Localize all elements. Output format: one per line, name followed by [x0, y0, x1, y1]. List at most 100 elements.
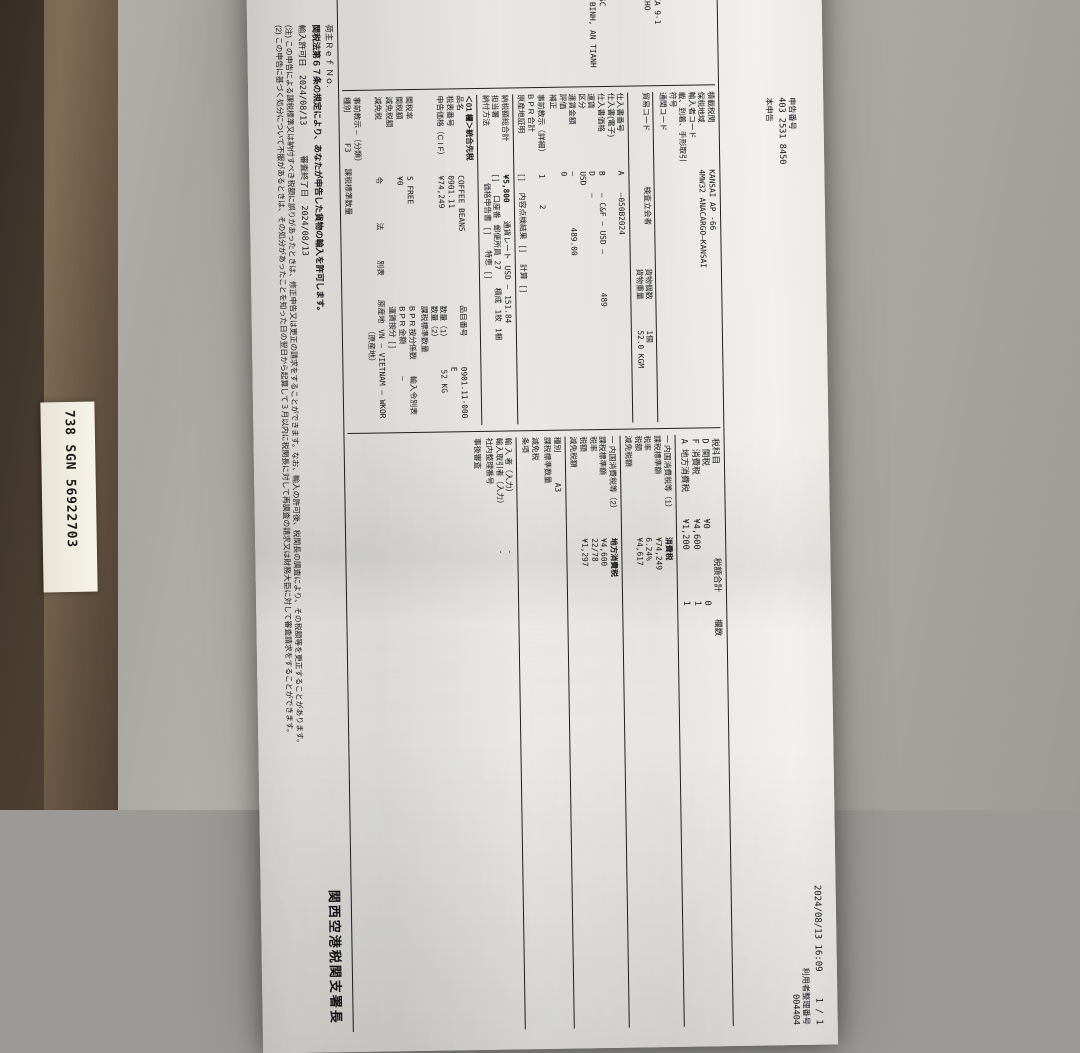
ctax2-base-value: ¥4,600	[599, 537, 609, 567]
origin-value: VN – VIETNAM – WKOR	[376, 329, 388, 419]
bpr-total-label: B P R 合計	[526, 94, 536, 133]
invoice-price-amount: 489	[599, 292, 609, 307]
payment-method-label: 納付方法	[480, 94, 491, 127]
ctax2-base-label: 課税標準額	[597, 435, 608, 476]
ctax2-amount-value: ¥1,297	[580, 538, 590, 567]
price-decl-label: 価格申告書	[482, 182, 492, 222]
import-schedule-label: 輸入令別表	[408, 375, 418, 416]
importer-input-label: 輸 入 者（入力）	[504, 437, 514, 497]
invoice-kubun-label: 区分	[577, 93, 587, 109]
permit-date-label: 輸入許可日	[296, 24, 308, 67]
importer-name-3: 552 N3 ST, TIANH BINH, AN TIANH	[586, 0, 598, 80]
inspection-witness-label: 検査立会者	[642, 186, 653, 226]
bumon-value: 66	[773, 0, 785, 87]
tax-row-0-amount: ¥0	[701, 518, 712, 529]
tax-grand-total-label: 納税額総合計	[499, 94, 510, 142]
freight-amount-label: 運賃金額	[567, 93, 577, 125]
tariff-no-value: 0901.11	[446, 175, 456, 209]
tax-column: 税科目 税額合計 欄数 D 関税 ¥0 0 F 消費税	[347, 428, 730, 1032]
bpr-coeff-label: B P R 按分係数	[407, 305, 417, 360]
fx-rate-currency: USD –	[502, 265, 513, 290]
ctax1-base-value: ¥74,249	[654, 537, 664, 571]
shipper-ref-label: 荷主Ｒｅｆ Ｎｏ.	[323, 24, 335, 88]
internal-ref-label: 社内整理番号	[484, 437, 495, 485]
planned-date-value: 2024/08/13	[731, 0, 743, 88]
duty-rate-value: S FREE	[405, 175, 415, 205]
kind-f-value: F3	[343, 142, 353, 153]
tax-row-0-kind: D 関税	[699, 438, 711, 467]
print-datetime: 2024/08/13 16:09	[811, 884, 823, 972]
invoice-edoc-label: 仕入書(電子)	[605, 92, 616, 138]
invoice-no-label: 仕入書番号	[615, 92, 625, 132]
origin-cert-label: 原産地証明	[516, 94, 527, 134]
advance-ruling-label: 事前教示（詳細）	[535, 93, 546, 157]
content-inspect-label: 内容点検結果	[518, 192, 528, 240]
calc-label: 計算	[519, 263, 529, 280]
fx-rate-label: 通貨レート	[501, 220, 512, 260]
ctax1-reduction-label: 減免税額	[623, 435, 634, 467]
price-decl-value: [ ]	[482, 227, 493, 235]
tax-base-qty2-label: 課税標準数量	[343, 168, 354, 216]
ordinance-value: 法	[375, 222, 385, 231]
tax-col-count: 欄数	[713, 618, 724, 637]
ctax2-rate-label: 税率	[588, 436, 598, 452]
ctax2-rate-value: 22/78	[589, 538, 600, 562]
ctax1-rate-value: 6.24%	[644, 537, 654, 561]
kubun-label: 区分	[692, 0, 703, 3]
kubun-value: 2	[683, 0, 694, 3]
origin-label: 原産地	[376, 299, 386, 324]
tax-col-kind: 税科目	[710, 438, 721, 465]
ctax2-reduction-label: 減免税額	[568, 436, 579, 468]
package-count-value: 1個	[645, 330, 655, 343]
appendix-label: 別表	[375, 260, 385, 276]
main-declaration-label: 本申告	[764, 97, 774, 123]
bonded-customs-label: 積載税関	[705, 91, 716, 123]
customs-chief-stamp: 関西空港税関支署長	[326, 889, 344, 1025]
qty1-value: 52 KG	[439, 369, 450, 394]
audit-date-value: 2024/08/13	[299, 205, 311, 257]
ctax2-amount-label: 税額	[578, 436, 588, 453]
kubun-cur: USD –	[568, 171, 588, 186]
bpr-amount-value: –	[398, 376, 408, 381]
package-count-label: 貨物個数	[644, 268, 654, 300]
import-permit-document: 2024/08/13 16:09 1 / 1 輸 入 許 可 通 知 書 あて先…	[242, 0, 839, 1053]
header-bumon-col: 部門 66 申告年月日 2024/08/13 申告予定年月日 2024/08/1…	[731, 0, 796, 88]
bill-code-label: 載、到着、手形取引符号	[667, 91, 688, 162]
input-block: 輸 入 者（入力） - 輸入取引者（入力） - 社内整理番号 事後審査	[472, 437, 523, 1030]
compose-label: 積成	[493, 287, 503, 304]
tax-col-total: 税額合計	[712, 557, 723, 593]
desk-wood-edge-dark	[0, 0, 44, 810]
reduction-tax-label: 減免税	[373, 96, 383, 120]
declaration-date-value: 2024/08/13	[752, 0, 764, 88]
invoice-price-value: – C&F – USD –	[597, 192, 608, 255]
tax-row-1-count: 1	[691, 600, 702, 606]
item-name-label: 品名	[454, 95, 464, 111]
audit-date-label: 審査終了日	[298, 155, 310, 198]
duty-amount-label: 関税額	[394, 96, 404, 120]
preference-value: [ ]	[483, 271, 493, 279]
charge-dept-value: [ ]	[491, 174, 501, 182]
post-audit-label: 事後審査	[472, 437, 482, 470]
invoice-block: 仕入書番号 仕入書(電子) 仕入書価格 運賃 区分 運賃金額 評価 補正 A B…	[548, 93, 630, 424]
consumption-tax-block-2: 一 内国消費税等（2） 地方消費税 課税標準額 ¥4,600 税率 22/78 …	[568, 436, 625, 1029]
charge-dept-label: 担当署	[490, 94, 500, 119]
permit-date-value: 2024/08/13	[297, 74, 309, 126]
kind-a-value: A3	[553, 482, 563, 493]
kanri-number-grid: 1 3 5 7 9 2 4 6 8 10	[406, 0, 459, 83]
ctax1-base-label: 課税標準額	[652, 435, 663, 475]
kind-a-label: 種別	[552, 436, 562, 453]
trade-code-label: 貿易コード	[641, 92, 652, 132]
consumption-tax-block-1: 一 内国消費税等（1） 消費税 課税標準額 ¥74,249 税率 6.24% 税…	[623, 435, 680, 1028]
ctax1-rate-label: 税率	[642, 435, 653, 451]
compose-v2: 1梱	[494, 327, 504, 341]
compose-v1: 1枚	[493, 309, 503, 322]
freight-amount-zero: 0	[559, 171, 569, 177]
header-declnum-col: 申告番号 403 2531 8450 本申告	[763, 97, 799, 287]
tax-row-2-kind: A 地方消費税	[678, 438, 690, 493]
tax-row-1-kind: F 消費税	[689, 438, 700, 475]
freight-prefix: D	[587, 171, 597, 176]
account-value: 郵便所員 27	[492, 224, 503, 270]
importer-code-label: 輸入者コード	[686, 91, 697, 139]
kind-f-label: 種別	[342, 96, 352, 113]
advance-ruling-v1: 1	[536, 173, 547, 179]
